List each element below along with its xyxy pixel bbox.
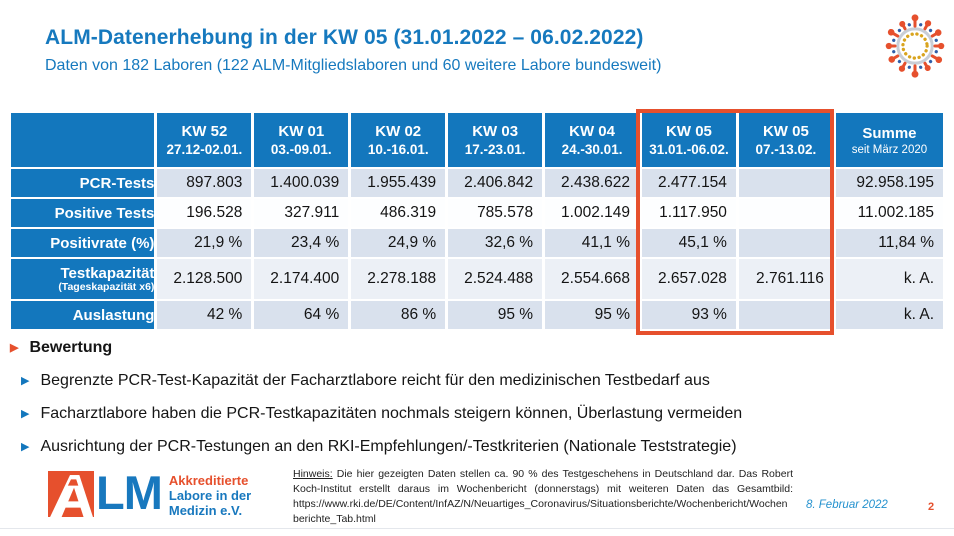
alm-logo-text: Akkreditierte Labore in der Medizin e.V.	[168, 473, 252, 518]
cell: 2.406.842	[448, 169, 543, 197]
bullet-arrow-icon: ▶	[21, 407, 30, 420]
row-label-pcr-tests: PCR-Tests	[11, 169, 155, 197]
hinweis-note: Hinweis: Die hier gezeigten Daten stelle…	[293, 468, 793, 525]
cell: k. A.	[835, 301, 943, 329]
cell: 42 %	[157, 301, 252, 329]
cell	[738, 169, 833, 197]
cell: 24,9 %	[351, 229, 446, 257]
row-label-positivrate: Positivrate (%)	[11, 229, 155, 257]
cell: 2.438.622	[545, 169, 640, 197]
cell: 32,6 %	[448, 229, 543, 257]
cell: 95 %	[448, 301, 543, 329]
cell	[738, 301, 833, 329]
cell: 11,84 %	[835, 229, 943, 257]
cell: 2.761.116	[738, 259, 833, 299]
col-header-kw05-a: KW 05 31.01.-06.02.	[642, 113, 736, 167]
cell: 2.128.500	[157, 259, 252, 299]
cell: 785.578	[448, 199, 543, 227]
table-row-positive-tests: Positive Tests 196.528 327.911 486.319 7…	[11, 199, 943, 227]
cell: 45,1 %	[642, 229, 736, 257]
cell: 897.803	[157, 169, 252, 197]
cell: 327.911	[254, 199, 349, 227]
col-header-kw01: KW 01 03.-09.01.	[254, 113, 349, 167]
page-number: 2	[928, 501, 935, 513]
cell: 21,9 %	[157, 229, 252, 257]
cell: 486.319	[351, 199, 446, 227]
cell: 11.002.185	[835, 199, 943, 227]
col-header-kw03: KW 03 17.-23.01.	[448, 113, 543, 167]
cell: 2.524.488	[448, 259, 543, 299]
cell: 2.554.668	[545, 259, 640, 299]
bewertung-bullet: ▶ Ausrichtung der PCR-Testungen an den R…	[21, 438, 737, 455]
bewertung-section: ▶ Bewertung ▶ Begrenzte PCR-Test-Kapazit…	[10, 339, 940, 456]
cell: 2.278.188	[351, 259, 446, 299]
col-header-kw04: KW 04 24.-30.01.	[545, 113, 640, 167]
bullet-arrow-icon: ▶	[10, 341, 19, 354]
cell: 2.477.154	[642, 169, 736, 197]
alm-logo-a-icon	[48, 471, 94, 517]
cell: 93 %	[642, 301, 736, 329]
table-row-auslastung: Auslastung 42 % 64 % 86 % 95 % 95 % 93 %…	[11, 301, 943, 329]
row-label-testkapazitaet: Testkapazität (Tageskapazität x6)	[11, 259, 155, 299]
bullet-arrow-icon: ▶	[21, 440, 30, 453]
table-header-row: KW 52 27.12-02.01. KW 01 03.-09.01. KW 0…	[11, 113, 943, 167]
cell: 64 %	[254, 301, 349, 329]
cell: 95 %	[545, 301, 640, 329]
cell: 1.955.439	[351, 169, 446, 197]
bewertung-heading: ▶ Bewertung	[10, 339, 113, 356]
cell	[738, 229, 833, 257]
cell: 1.117.950	[642, 199, 736, 227]
col-header-kw52: KW 52 27.12-02.01.	[157, 113, 252, 167]
bottom-divider	[0, 528, 954, 529]
data-table-wrapper: KW 52 27.12-02.01. KW 01 03.-09.01. KW 0…	[8, 111, 946, 331]
col-header-kw05-b: KW 05 07.-13.02.	[738, 113, 833, 167]
bewertung-bullet: ▶ Facharztlabore haben die PCR-Testkapaz…	[21, 405, 743, 422]
cell: 196.528	[157, 199, 252, 227]
col-header-summe: Summe seit März 2020	[835, 113, 943, 167]
table-row-pcr-tests: PCR-Tests 897.803 1.400.039 1.955.439 2.…	[11, 169, 943, 197]
bullet-arrow-icon: ▶	[21, 374, 30, 387]
cell: 1.002.149	[545, 199, 640, 227]
cell: 2.657.028	[642, 259, 736, 299]
cell	[738, 199, 833, 227]
page-subtitle: Daten von 182 Laboren (122 ALM-Mitglieds…	[45, 57, 662, 74]
col-header-empty	[11, 113, 155, 167]
alm-logo: LM Akkreditierte Labore in der Medizin e…	[48, 466, 252, 519]
slide-date: 8. Februar 2022	[806, 499, 888, 511]
cell: 92.958.195	[835, 169, 943, 197]
alm-logo-lm: LM	[96, 466, 163, 519]
table-row-testkapazitaet: Testkapazität (Tageskapazität x6) 2.128.…	[11, 259, 943, 299]
data-table: KW 52 27.12-02.01. KW 01 03.-09.01. KW 0…	[8, 111, 946, 331]
cell: 1.400.039	[254, 169, 349, 197]
cell: 23,4 %	[254, 229, 349, 257]
table-row-positivrate: Positivrate (%) 21,9 % 23,4 % 24,9 % 32,…	[11, 229, 943, 257]
bewertung-bullet: ▶ Begrenzte PCR-Test-Kapazität der Facha…	[21, 372, 710, 389]
cell: 86 %	[351, 301, 446, 329]
row-label-positive-tests: Positive Tests	[11, 199, 155, 227]
cell: k. A.	[835, 259, 943, 299]
slide-header: ALM-Datenerhebung in der KW 05 (31.01.20…	[45, 26, 661, 75]
cell: 41,1 %	[545, 229, 640, 257]
row-label-auslastung: Auslastung	[11, 301, 155, 329]
col-header-kw02: KW 02 10.-16.01.	[351, 113, 446, 167]
cell: 2.174.400	[254, 259, 349, 299]
page-title: ALM-Datenerhebung in der KW 05 (31.01.20…	[45, 26, 644, 49]
virus-icon	[885, 14, 945, 78]
